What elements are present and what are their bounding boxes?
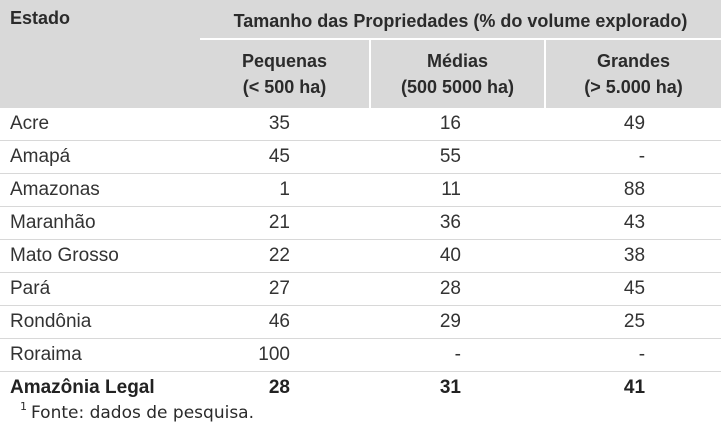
medium-share-cell: 16 [439, 113, 461, 134]
medium-share-cell: - [370, 338, 545, 372]
footnote-marker: 1 [20, 400, 27, 413]
table-row: Acre 35 16 49 [0, 108, 721, 141]
state-cell: Rondônia [0, 305, 200, 339]
small-share-cell: 45 [200, 140, 370, 174]
column-header-small-name: Pequenas [241, 51, 328, 71]
group-header-title: Tamanho das Propriedades (% do volume ex… [200, 0, 721, 40]
medium-share-cell: 55 [370, 140, 545, 174]
column-header-medium-range: (500 5000 ha) [400, 77, 515, 97]
medium-share-cell: 40 [370, 239, 545, 273]
table-header: Estado Tamanho das Propriedades (% do vo… [0, 0, 721, 108]
medium-share-cell: 11 [370, 173, 545, 207]
state-cell: Amapá [0, 140, 200, 174]
total-medium-share-cell: 31 [370, 371, 545, 404]
small-share-cell: 100 [200, 338, 370, 372]
source-footnote: 1 Fonte: dados de pesquisa. [20, 400, 254, 423]
state-cell: Pará [0, 272, 200, 306]
table-body: Acre 35 16 49 Amapá 45 55 - Amazonas 1 1… [0, 108, 721, 404]
large-share-cell: 38 [545, 239, 721, 273]
large-share-cell: 88 [545, 173, 721, 207]
small-share-cell: 35 [268, 113, 290, 134]
small-share-cell: 21 [200, 206, 370, 240]
table-row: Maranhão 21 36 43 [0, 206, 721, 240]
column-header-large-range: (> 5.000 ha) [584, 77, 683, 97]
total-large-share-cell: 41 [545, 371, 721, 404]
column-header-medium: Médias (500 5000 ha) [369, 39, 545, 108]
state-cell: Roraima [0, 338, 200, 372]
table-row: Amapá 45 55 - [0, 140, 721, 174]
column-header-medium-name: Médias [426, 51, 489, 71]
large-share-cell: 25 [545, 305, 721, 339]
property-size-table: Estado Tamanho das Propriedades (% do vo… [0, 0, 721, 404]
state-column-header: Estado [0, 0, 200, 108]
footnote-text: Fonte: dados de pesquisa. [31, 403, 254, 423]
column-header-large: Grandes (> 5.000 ha) [543, 39, 721, 108]
large-share-cell: 49 [623, 113, 646, 134]
medium-share-cell: 28 [370, 272, 545, 306]
state-cell: Acre [10, 113, 50, 134]
table-row: Mato Grosso 22 40 38 [0, 239, 721, 273]
state-cell: Mato Grosso [0, 239, 200, 273]
medium-share-cell: 36 [370, 206, 545, 240]
small-share-cell: 46 [200, 305, 370, 339]
small-share-cell: 22 [200, 239, 370, 273]
table-row: Roraima 100 - - [0, 338, 721, 372]
large-share-cell: - [545, 338, 721, 372]
property-size-table-container: Estado Tamanho das Propriedades (% do vo… [0, 0, 721, 404]
medium-share-cell: 29 [370, 305, 545, 339]
small-share-cell: 27 [200, 272, 370, 306]
total-small-share-cell: 28 [200, 371, 370, 404]
table-row: Amazonas 1 11 88 [0, 173, 721, 207]
large-share-cell: - [545, 140, 721, 174]
total-row: Amazônia Legal 28 31 41 [0, 371, 721, 404]
table-row: Pará 27 28 45 [0, 272, 721, 306]
large-share-cell: 45 [545, 272, 721, 306]
column-header-small: Pequenas (< 500 ha) [200, 39, 370, 108]
column-header-large-name: Grandes [596, 51, 671, 71]
small-share-cell: 1 [200, 173, 370, 207]
column-header-small-range: (< 500 ha) [242, 77, 327, 97]
table-row: Rondônia 46 29 25 [0, 305, 721, 339]
state-cell: Maranhão [0, 206, 200, 240]
state-cell: Amazonas [0, 173, 200, 207]
total-state-cell: Amazônia Legal [0, 371, 200, 404]
large-share-cell: 43 [545, 206, 721, 240]
